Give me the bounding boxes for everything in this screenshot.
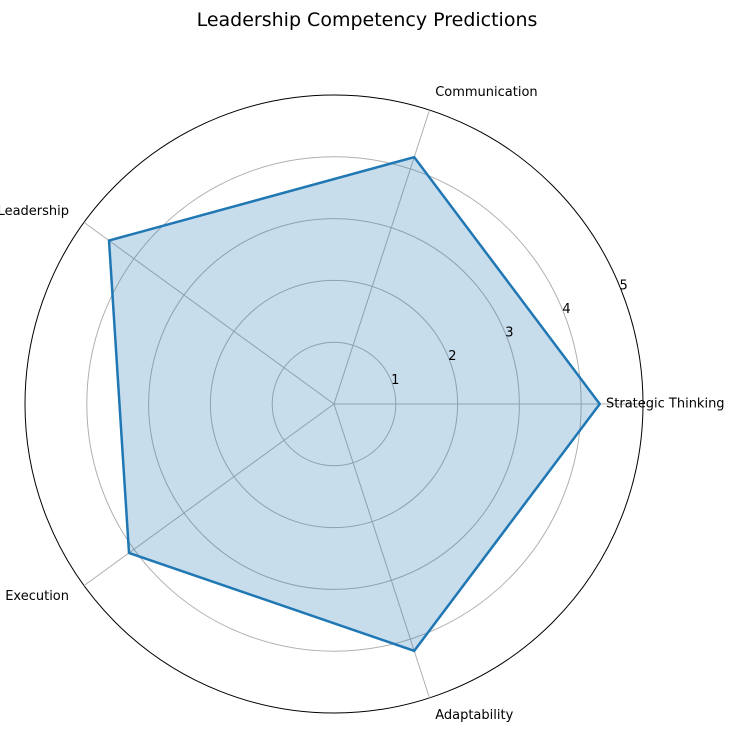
series-line: [107, 155, 602, 653]
spoke-3: [83, 403, 335, 587]
category-label-0: Strategic Thinking: [606, 397, 725, 412]
tick-label-4: 4: [562, 302, 570, 317]
spoke-4: [333, 403, 430, 699]
category-label-1: Communication: [435, 85, 537, 100]
category-label-4: Adaptability: [435, 708, 513, 723]
series: [107, 155, 602, 653]
chart-title: Leadership Competency Predictions: [197, 9, 538, 31]
spokes: [83, 109, 643, 699]
spoke-1: [333, 109, 430, 405]
tick-label-5: 5: [619, 278, 627, 293]
tick-label-3: 3: [505, 326, 513, 341]
category-labels: Strategic Thinking Communication Team Lead…: [0, 85, 725, 723]
tick-label-2: 2: [448, 349, 456, 364]
series-area: [109, 157, 600, 651]
category-label-2: Team Leadership: [0, 204, 69, 219]
category-label-3: Execution: [5, 589, 69, 604]
spoke-2: [83, 221, 335, 405]
radial-ticks: 1 2 3 4 5: [391, 278, 628, 388]
tick-label-1: 1: [391, 373, 399, 388]
